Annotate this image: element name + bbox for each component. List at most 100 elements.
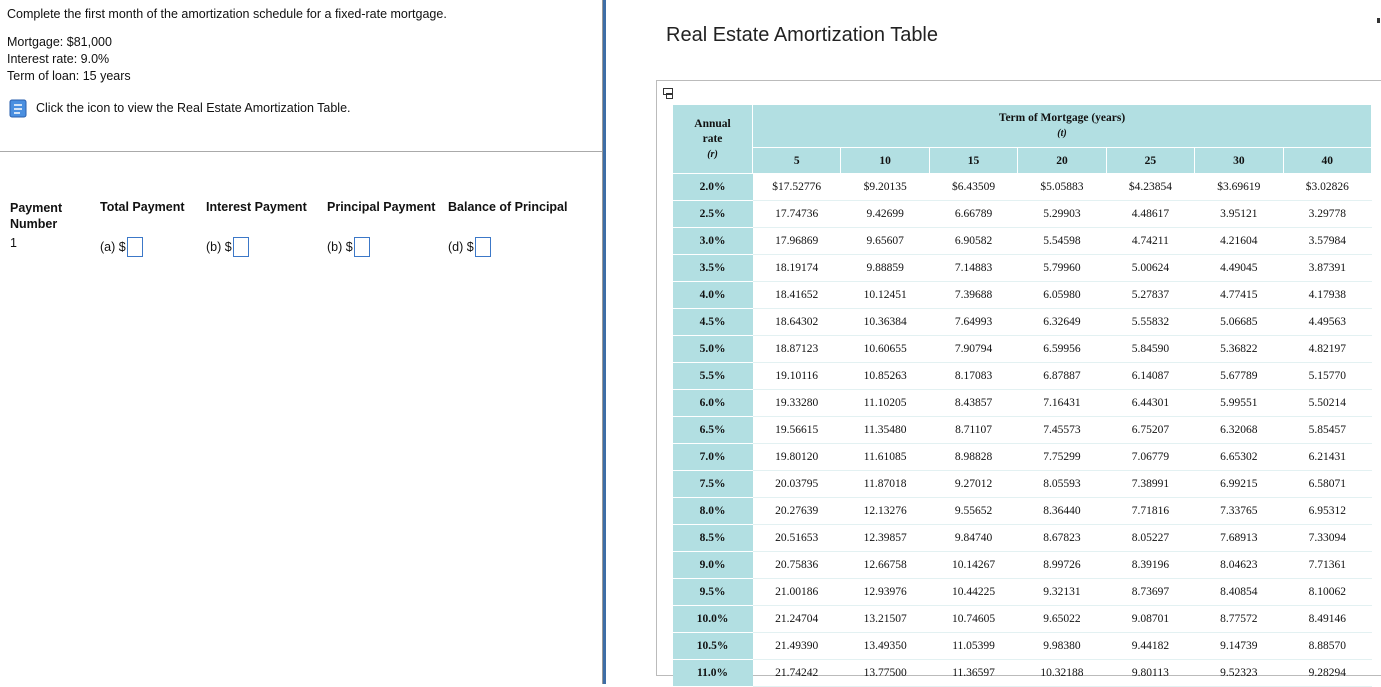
table-row: 8.5% 20.51653 12.39857 9.84740 8.67823 8.0522… — [672, 524, 1372, 552]
factor: 5.84590 — [1106, 335, 1195, 363]
answer-field: (b) $ — [327, 237, 370, 257]
rate: 5.5% — [672, 362, 753, 390]
table-row: 3.5% 18.19174 9.88859 7.14883 5.79960 5.00624… — [672, 254, 1372, 282]
factor: 9.65022 — [1017, 605, 1107, 633]
factor: 8.36440 — [1017, 497, 1107, 525]
factor: 8.40854 — [1194, 578, 1284, 606]
factor: 11.36597 — [929, 659, 1018, 687]
factor: 6.58071 — [1283, 470, 1372, 498]
factor: 19.56615 — [752, 416, 841, 444]
factor: 6.32068 — [1194, 416, 1284, 444]
factor: 9.84740 — [929, 524, 1018, 552]
table-icon[interactable] — [8, 99, 30, 119]
answer-input[interactable] — [126, 237, 143, 257]
factor: 5.36822 — [1194, 335, 1284, 363]
factor: 5.06685 — [1194, 308, 1284, 336]
table-link[interactable]: Click the icon to view the Real Estate A… — [36, 101, 351, 115]
answer-label: (d) $ — [448, 240, 474, 254]
answer-input[interactable] — [474, 237, 491, 257]
payment-number: 1 — [10, 236, 17, 250]
factor: 9.88859 — [840, 254, 930, 282]
table-row: 7.5% 20.03795 11.87018 9.27012 8.05593 7.3899… — [672, 470, 1372, 498]
factor: 8.88570 — [1283, 632, 1372, 660]
table-row: 3.0% 17.96869 9.65607 6.90582 5.54598 4.74211… — [672, 227, 1372, 255]
factor: 5.15770 — [1283, 362, 1372, 390]
factor: 10.12451 — [840, 281, 930, 309]
term: 15 — [928, 147, 1019, 174]
factor: $6.43509 — [929, 173, 1018, 201]
factor: $17.52776 — [752, 173, 841, 201]
schedule-header: Payment Number — [10, 201, 63, 231]
factor: 10.32188 — [1017, 659, 1107, 687]
rate: 7.0% — [672, 443, 753, 471]
table-row: 10.5% 21.49390 13.49350 11.05399 9.98380 9.44… — [672, 632, 1372, 660]
factor: 6.59956 — [1017, 335, 1107, 363]
factor: 8.17083 — [929, 362, 1018, 390]
factor: 6.99215 — [1194, 470, 1284, 498]
factor: 10.74605 — [929, 605, 1018, 633]
table-row: 5.5% 19.10116 10.85263 8.17083 6.87887 6.1408… — [672, 362, 1372, 390]
answer-input[interactable] — [353, 237, 370, 257]
factor: 10.14267 — [929, 551, 1018, 579]
factor: 20.51653 — [752, 524, 841, 552]
factor: 9.32131 — [1017, 578, 1107, 606]
intro: Complete the first month of the amortiza… — [7, 7, 447, 21]
factor: 8.67823 — [1017, 524, 1107, 552]
factor: 5.79960 — [1017, 254, 1107, 282]
factor: 9.08701 — [1106, 605, 1195, 633]
factor: 3.87391 — [1283, 254, 1372, 282]
factor: 6.65302 — [1194, 443, 1284, 471]
table-row: 9.0% 20.75836 12.66758 10.14267 8.99726 8.391… — [672, 551, 1372, 579]
splitter[interactable] — [603, 0, 606, 684]
term: 30 — [1194, 147, 1284, 174]
factor: 7.38991 — [1106, 470, 1195, 498]
amortization-table: Annual rate (r) Term of Mortgage (years) (t)… — [672, 104, 1373, 687]
rate: 9.5% — [672, 578, 753, 606]
factor: 9.14739 — [1194, 632, 1284, 660]
factor: 7.71816 — [1106, 497, 1195, 525]
factor: 5.55832 — [1106, 308, 1195, 336]
factor: 7.33765 — [1194, 497, 1284, 525]
table-row: 6.5% 19.56615 11.35480 8.71107 7.45573 6.7520… — [672, 416, 1372, 444]
factor: $4.23854 — [1106, 173, 1195, 201]
splitter-edge — [602, 0, 603, 684]
factor: 7.16431 — [1017, 389, 1107, 417]
factor: 5.00624 — [1106, 254, 1195, 282]
rate: 10.5% — [672, 632, 753, 660]
factor: 7.39688 — [929, 281, 1018, 309]
rate: 8.5% — [672, 524, 753, 552]
rate: 3.5% — [672, 254, 753, 282]
factor: 11.61085 — [840, 443, 930, 471]
table-row: 7.0% 19.80120 11.61085 8.98828 7.75299 7.0677… — [672, 443, 1372, 471]
factor: $3.69619 — [1194, 173, 1284, 201]
factor: 5.54598 — [1017, 227, 1107, 255]
table-row: 10.0% 21.24704 13.21507 10.74605 9.65022 9.08… — [672, 605, 1372, 633]
factor: 8.10062 — [1283, 578, 1372, 606]
term-row: 5 10 15 20 25 30 40 — [673, 147, 1373, 174]
factor: 21.00186 — [752, 578, 841, 606]
factor: 21.24704 — [752, 605, 841, 633]
schedule-header: Principal Payment — [327, 200, 436, 214]
factor: 7.14883 — [929, 254, 1018, 282]
factor: 9.44182 — [1106, 632, 1195, 660]
factor: 4.82197 — [1283, 335, 1372, 363]
rate: 4.0% — [672, 281, 753, 309]
factor: 9.52323 — [1194, 659, 1284, 687]
factor: 7.06779 — [1106, 443, 1195, 471]
rate-header-line: (r) — [707, 148, 718, 160]
copy-icon[interactable] — [662, 87, 676, 101]
rate: 11.0% — [672, 659, 753, 687]
factor: 8.98828 — [929, 443, 1018, 471]
table-row: 11.0% 21.74242 13.77500 11.36597 10.32188 9.8… — [672, 659, 1372, 687]
rate: 9.0% — [672, 551, 753, 579]
factor: 5.85457 — [1283, 416, 1372, 444]
answer-input[interactable] — [232, 237, 249, 257]
schedule-header: Interest Payment — [206, 200, 307, 214]
factor: 7.68913 — [1194, 524, 1284, 552]
factor: 9.65607 — [840, 227, 930, 255]
factor: 12.66758 — [840, 551, 930, 579]
rate-header-line: rate — [702, 132, 723, 145]
table-row: 6.0% 19.33280 11.10205 8.43857 7.16431 6.4430… — [672, 389, 1372, 417]
table-row: 9.5% 21.00186 12.93976 10.44225 9.32131 8.736… — [672, 578, 1372, 606]
factor: 10.44225 — [929, 578, 1018, 606]
